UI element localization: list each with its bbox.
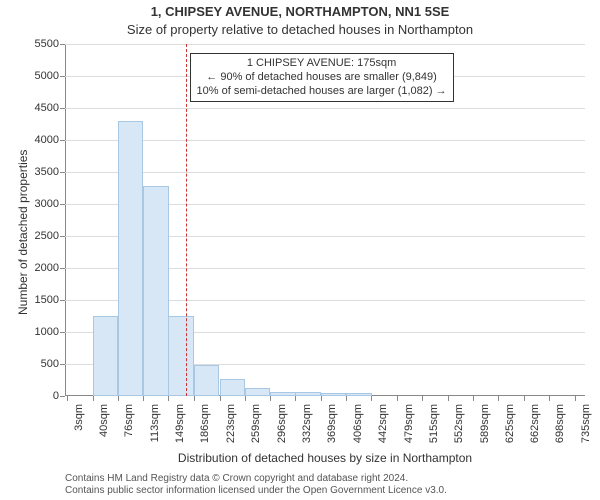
histogram-bar — [220, 379, 245, 396]
x-tick-label: 662sqm — [529, 404, 541, 464]
grid-line — [65, 108, 585, 109]
histogram-bar — [346, 393, 371, 396]
x-tick-label: 552sqm — [453, 404, 465, 464]
x-tick-label: 442sqm — [377, 404, 389, 464]
annotation-box: 1 CHIPSEY AVENUE: 175sqm← 90% of detache… — [190, 53, 454, 102]
annotation-line: 1 CHIPSEY AVENUE: 175sqm — [197, 57, 447, 71]
chart-subtitle: Size of property relative to detached ho… — [0, 22, 600, 37]
x-tick-label: 406sqm — [352, 404, 364, 464]
x-tick-label: 369sqm — [326, 404, 338, 464]
histogram-bar — [270, 392, 295, 396]
y-tick-label: 2000 — [21, 262, 59, 274]
x-tick-label: 735sqm — [580, 404, 592, 464]
y-tick-label: 3500 — [21, 166, 59, 178]
x-tick-label: 3sqm — [73, 404, 85, 464]
x-tick-label: 296sqm — [276, 404, 288, 464]
x-tick-label: 223sqm — [225, 404, 237, 464]
annotation-line: 10% of semi-detached houses are larger (… — [197, 85, 447, 99]
x-tick-label: 698sqm — [554, 404, 566, 464]
y-tick-label: 3000 — [21, 198, 59, 210]
x-tick-label: 625sqm — [504, 404, 516, 464]
x-tick-label: 479sqm — [403, 404, 415, 464]
histogram-bar — [118, 121, 143, 396]
x-tick-label: 515sqm — [428, 404, 440, 464]
histogram-bar — [93, 316, 118, 396]
grid-line — [65, 44, 585, 45]
y-tick-label: 1000 — [21, 326, 59, 338]
y-tick-label: 4000 — [21, 134, 59, 146]
histogram-bar — [321, 393, 346, 396]
y-tick-label: 2500 — [21, 230, 59, 242]
footer-line-2: Contains public sector information licen… — [65, 485, 447, 497]
x-tick-label: 113sqm — [149, 404, 161, 464]
y-tick-label: 4500 — [21, 102, 59, 114]
footer-attribution: Contains HM Land Registry data © Crown c… — [65, 473, 447, 496]
x-tick-label: 149sqm — [174, 404, 186, 464]
histogram-bar — [168, 316, 193, 396]
reference-line — [186, 44, 187, 396]
x-tick-label: 589sqm — [479, 404, 491, 464]
y-tick-label: 5500 — [21, 38, 59, 50]
histogram-bar — [295, 392, 320, 396]
footer-line-1: Contains HM Land Registry data © Crown c… — [65, 473, 447, 485]
y-tick-label: 5000 — [21, 70, 59, 82]
y-tick-label: 500 — [21, 358, 59, 370]
x-tick-label: 259sqm — [250, 404, 262, 464]
histogram-bar — [245, 388, 270, 396]
y-tick-label: 1500 — [21, 294, 59, 306]
x-tick-label: 186sqm — [199, 404, 211, 464]
histogram-bar — [194, 365, 219, 396]
chart-root: { "title_main": "1, CHIPSEY AVENUE, NORT… — [0, 0, 600, 500]
chart-title: 1, CHIPSEY AVENUE, NORTHAMPTON, NN1 5SE — [0, 4, 600, 19]
x-tick-label: 76sqm — [123, 404, 135, 464]
x-tick-label: 40sqm — [98, 404, 110, 464]
histogram-bar — [143, 186, 168, 396]
plot-area: 1 CHIPSEY AVENUE: 175sqm← 90% of detache… — [65, 44, 585, 396]
annotation-line: ← 90% of detached houses are smaller (9,… — [197, 71, 447, 85]
x-tick-label: 332sqm — [301, 404, 313, 464]
y-tick-label: 0 — [21, 390, 59, 402]
